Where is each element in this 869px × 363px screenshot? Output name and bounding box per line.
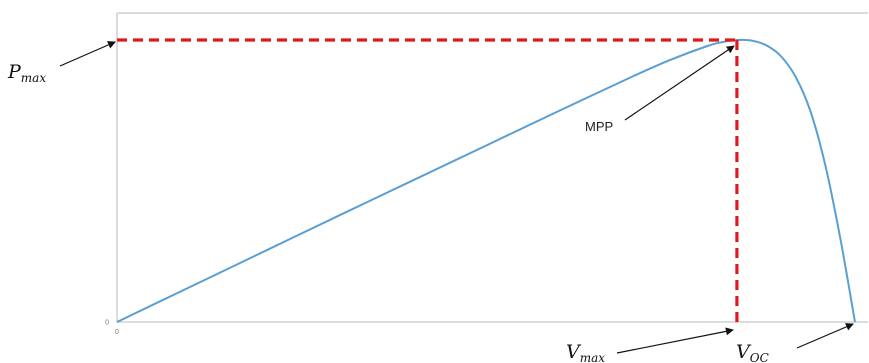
vmax-label: Vmax [566,341,605,363]
voc-arrow [796,323,854,349]
pmax-arrow [59,41,116,67]
voc-label: VOC [736,341,769,363]
pmax-label: Pmax [7,61,46,85]
vmax-arrow [616,327,734,354]
mpp-arrow [624,45,735,121]
mpp-label: MPP [585,119,613,134]
x-tick-label: 0 [115,329,119,336]
axes [116,12,868,323]
series-layer [116,38,856,323]
annotations: Pmax MPP Vmax VOC [7,41,854,363]
tick-labels: 00 [105,320,119,337]
mpp-guides [117,38,739,328]
power-curve-line [116,38,856,323]
y-tick-label: 0 [105,320,109,327]
